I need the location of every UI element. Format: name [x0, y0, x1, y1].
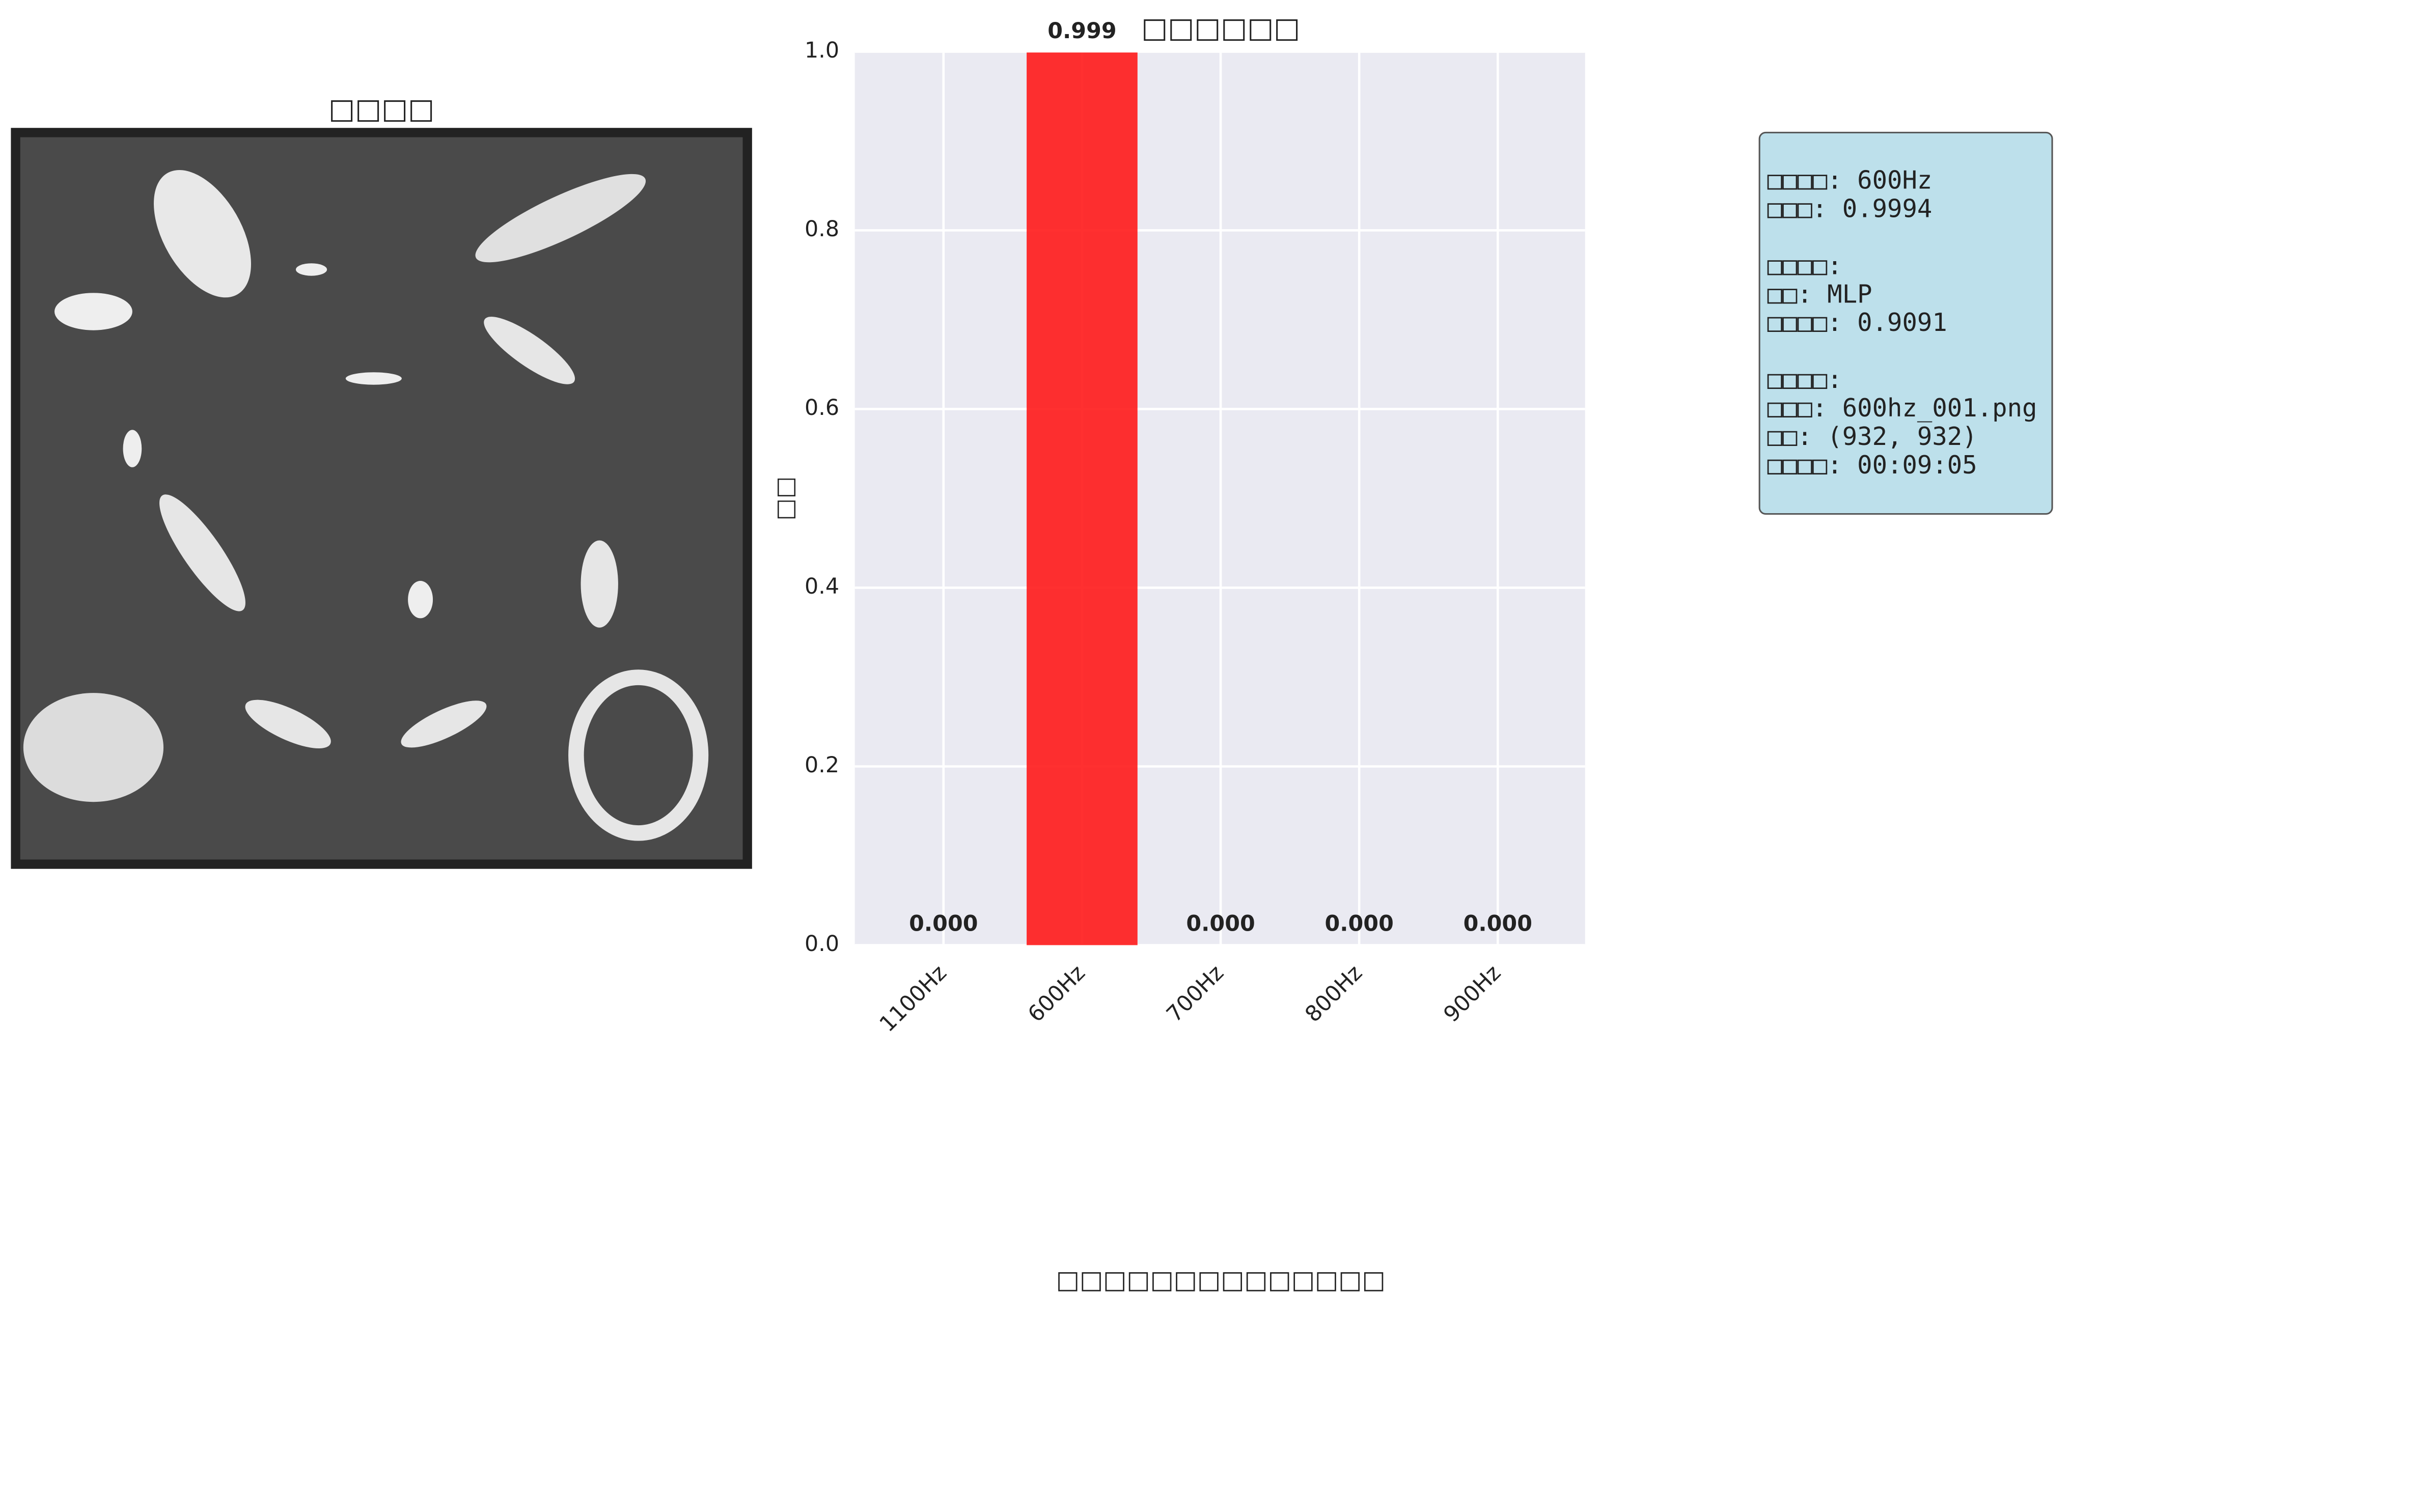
info-line: □□□□: 600Hz	[1767, 165, 1932, 194]
y-tick-label: 1.0	[805, 38, 839, 63]
bar	[1027, 52, 1138, 945]
input-image	[11, 128, 752, 869]
image-title: □□□□	[328, 93, 434, 125]
info-text: □□□□: 600Hz□□□: 0.9994□□□□:□□: MLP□□□□: …	[1767, 165, 2037, 480]
caption: □□□□□□□□□□□□□□	[1056, 1265, 1386, 1294]
y-tick-label: 0.0	[805, 931, 839, 957]
value-label: 0.000	[1186, 911, 1255, 936]
info-line: □□□□: 0.9091	[1767, 308, 1947, 337]
info-line: □□□: 600hz_001.png	[1767, 394, 2037, 423]
info-line: □□□: 0.9994	[1767, 194, 1932, 223]
info-line: □□: MLP	[1767, 279, 1872, 309]
value-label: 0.000	[1464, 911, 1532, 936]
y-tick-label: 0.2	[805, 752, 839, 778]
info-box	[1758, 131, 2053, 515]
info-line: □□□□:	[1767, 251, 1842, 280]
y-tick-label: 0.4	[805, 574, 839, 599]
value-label: 0.000	[1324, 911, 1393, 936]
info-line: □□□□:	[1767, 365, 1842, 394]
y-axis-label: □□	[771, 477, 798, 521]
y-tick-label: 0.8	[805, 216, 839, 242]
value-label: 0.000	[909, 911, 978, 936]
chart-title: □□□□□□	[1141, 12, 1300, 44]
value-label: 0.999	[1047, 18, 1116, 44]
y-tick-label: 0.6	[805, 395, 839, 421]
info-line: □□□□: 00:09:05	[1767, 451, 1977, 480]
bar-chart: 0.00.20.40.60.81.01100Hz0.000600Hz0.9997…	[771, 12, 1585, 1037]
info-line: □□: (932, 932)	[1767, 422, 1977, 451]
